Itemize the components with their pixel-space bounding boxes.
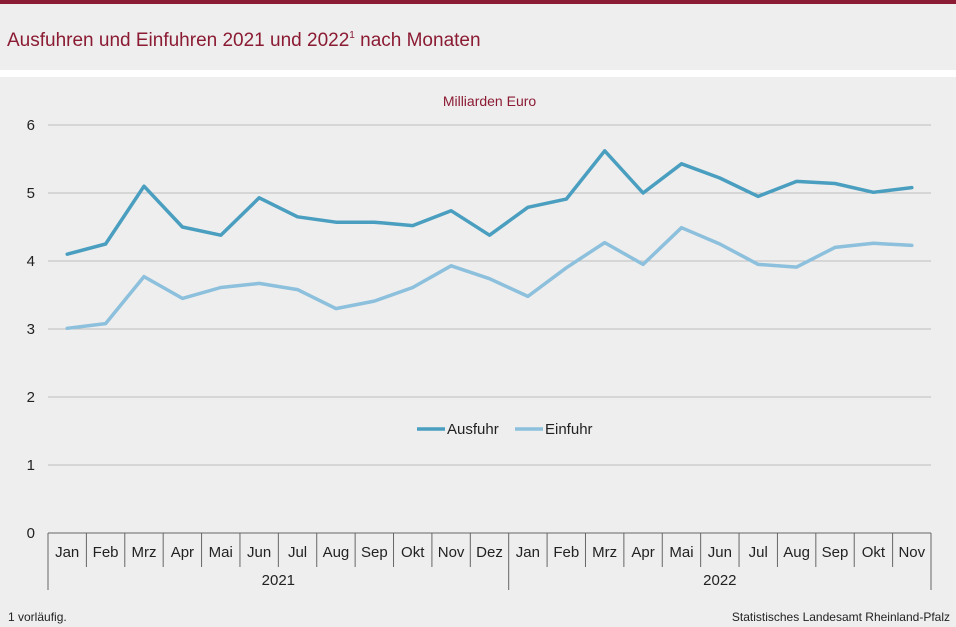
source-note: Statistisches Landesamt Rheinland-Pfalz [731,610,950,624]
y-tick-label: 2 [27,389,35,406]
legend-label: Einfuhr [545,421,593,438]
y-tick-label: 4 [27,253,35,270]
unit-label: Milliarden Euro [443,93,537,109]
y-tick-label: 0 [27,525,35,542]
chart-title-text: Ausfuhren und Einfuhren 2021 und 2022 [7,30,350,51]
top-accent-bar [0,0,956,4]
x-tick-label: Sep [361,544,388,561]
x-tick-label: Mai [209,544,233,561]
title-area: Ausfuhren und Einfuhren 2021 und 20221 n… [0,4,956,70]
y-tick-label: 6 [27,117,35,134]
x-tick-label: Jan [516,544,540,561]
x-tick-label: Jul [749,544,768,561]
x-tick-label: Aug [323,544,350,561]
x-tick-label: Nov [438,544,465,561]
year-label: 2021 [262,572,295,589]
x-tick-label: Jun [708,544,732,561]
x-tick-label: Okt [862,544,886,561]
x-tick-label: Feb [553,544,579,561]
x-tick-label: Jan [55,544,79,561]
chart-area [0,77,956,627]
x-tick-label: Mrz [592,544,617,561]
x-tick-label: Nov [898,544,925,561]
x-tick-label: Apr [631,544,654,561]
footnote: 1 vorläufig. [8,610,67,624]
legend-label: Ausfuhr [447,421,499,438]
series-line-einfuhr [65,225,914,331]
y-tick-label: 3 [27,321,35,338]
chart-title: Ausfuhren und Einfuhren 2021 und 20221 n… [7,30,481,52]
separator-band [0,70,956,77]
y-tick-label: 5 [27,185,35,202]
x-tick-label: Jul [288,544,307,561]
x-tick-label: Apr [171,544,194,561]
year-label: 2022 [703,572,736,589]
x-tick-label: Dez [476,544,503,561]
series-line-ausfuhr [65,149,914,256]
x-tick-label: Mrz [131,544,156,561]
y-tick-label: 1 [27,457,35,474]
chart-title-suffix: nach Monaten [354,30,481,51]
x-tick-label: Sep [822,544,849,561]
x-tick-label: Aug [783,544,810,561]
x-tick-label: Jun [247,544,271,561]
x-tick-label: Okt [401,544,425,561]
title-footnote-mark: 1 [349,30,355,41]
x-tick-label: Mai [669,544,693,561]
x-tick-label: Feb [93,544,119,561]
